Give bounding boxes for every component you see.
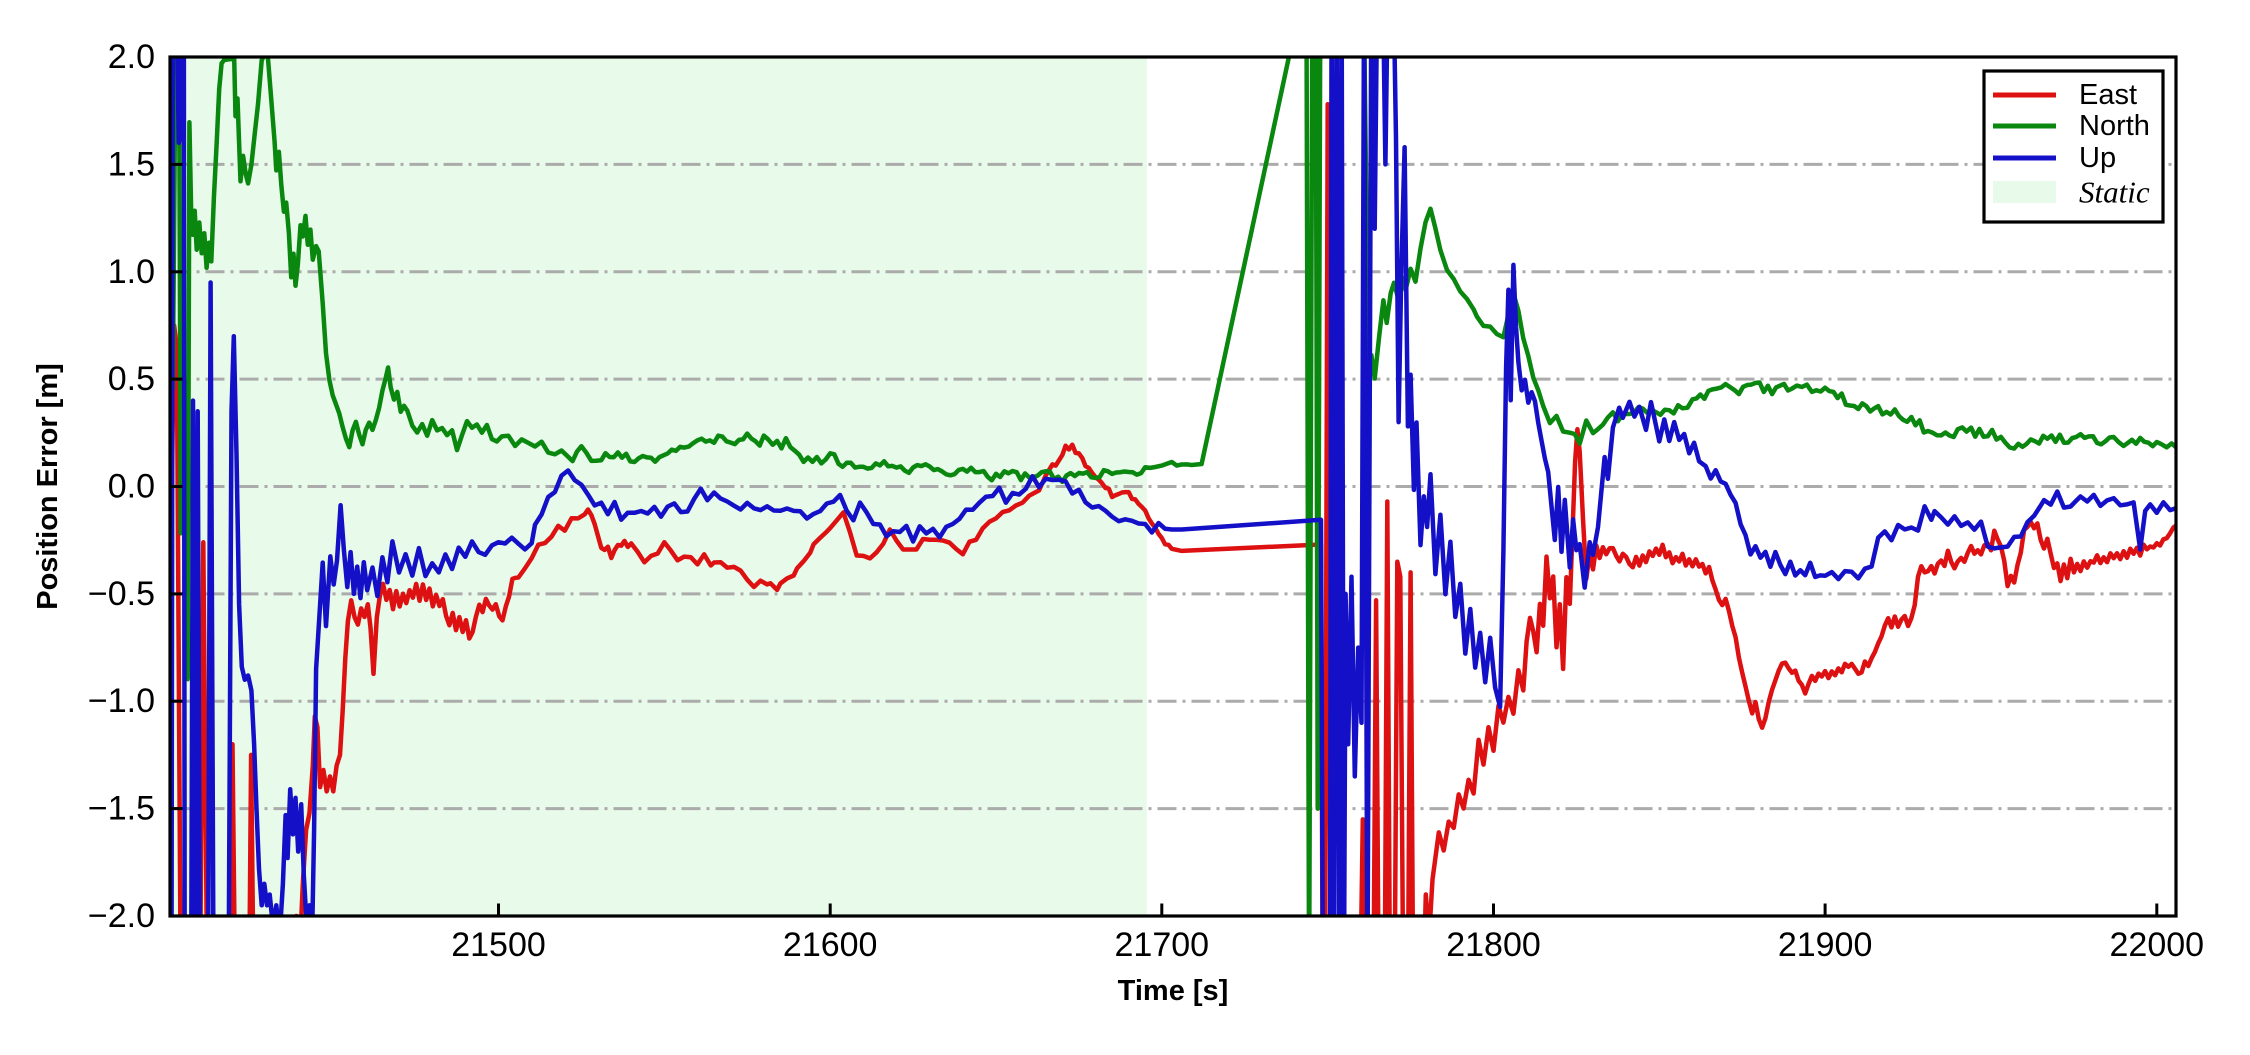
svg-text:North: North bbox=[2079, 110, 2150, 142]
svg-text:1.5: 1.5 bbox=[108, 145, 155, 183]
svg-text:22000: 22000 bbox=[2110, 926, 2205, 964]
svg-text:21500: 21500 bbox=[451, 926, 546, 964]
svg-text:21700: 21700 bbox=[1115, 926, 1210, 964]
svg-text:0.0: 0.0 bbox=[108, 468, 155, 506]
svg-text:East: East bbox=[2079, 79, 2137, 111]
svg-text:−0.5: −0.5 bbox=[88, 575, 155, 613]
svg-text:21900: 21900 bbox=[1778, 926, 1873, 964]
svg-text:21600: 21600 bbox=[783, 926, 878, 964]
svg-text:−1.5: −1.5 bbox=[88, 790, 155, 828]
svg-text:Time [s]: Time [s] bbox=[1118, 975, 1229, 1007]
svg-text:−1.0: −1.0 bbox=[88, 682, 155, 720]
svg-text:2.0: 2.0 bbox=[108, 38, 155, 76]
svg-text:Position Error [m]: Position Error [m] bbox=[32, 363, 64, 610]
svg-text:0.5: 0.5 bbox=[108, 360, 155, 398]
svg-text:Static: Static bbox=[2079, 175, 2150, 210]
svg-text:−2.0: −2.0 bbox=[88, 897, 155, 935]
svg-text:1.0: 1.0 bbox=[108, 253, 155, 291]
svg-text:Up: Up bbox=[2079, 142, 2116, 174]
svg-text:21800: 21800 bbox=[1446, 926, 1541, 964]
